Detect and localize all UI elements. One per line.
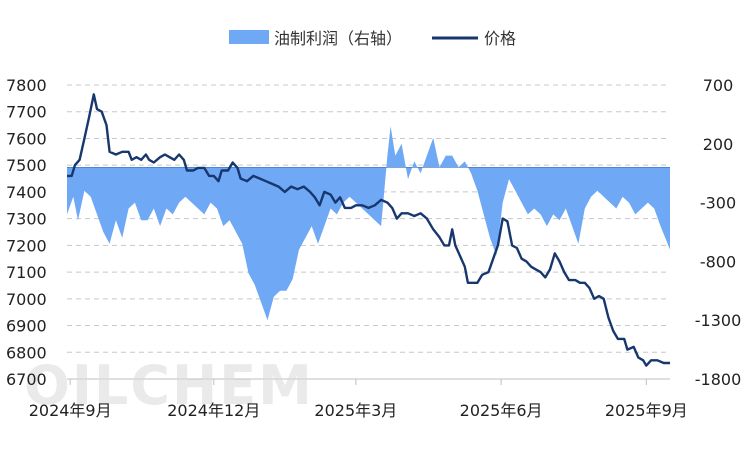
x-tick-label: 2024年12月 bbox=[167, 401, 260, 420]
left-tick-label: 7400 bbox=[6, 183, 47, 202]
x-tick-label: 2024年9月 bbox=[29, 401, 112, 420]
price-line-layer bbox=[67, 93, 670, 367]
profit-area-layer bbox=[67, 126, 670, 321]
right-tick-label: 700 bbox=[703, 76, 734, 95]
right-tick-label: -300 bbox=[700, 194, 736, 213]
left-tick-label: 6700 bbox=[6, 370, 47, 389]
left-axis-ticks: 7800 7700 7600 7500 7400 7300 7200 7100 7000 6900… bbox=[6, 76, 47, 389]
left-tick-label: 7500 bbox=[6, 156, 47, 175]
legend-line-label: 价格 bbox=[484, 29, 516, 48]
left-tick-label: 6800 bbox=[6, 343, 47, 362]
watermark: OILCHEM bbox=[24, 354, 314, 417]
right-tick-label: -800 bbox=[700, 252, 736, 271]
x-tick-label: 2025年3月 bbox=[314, 401, 397, 420]
profit-area bbox=[67, 126, 670, 321]
left-tick-label: 7200 bbox=[6, 236, 47, 255]
right-axis-ticks: 700 200 -300 -800 -1300 -1800 bbox=[695, 76, 742, 389]
x-tick-label: 2025年6月 bbox=[460, 401, 543, 420]
x-axis-ticks: 2024年9月 2024年12月 2025年3月 2025年6月 2025年9月 bbox=[29, 379, 688, 420]
right-tick-label: 200 bbox=[703, 135, 734, 154]
left-tick-label: 7300 bbox=[6, 210, 47, 229]
right-tick-label: -1800 bbox=[695, 370, 742, 389]
legend: 油制利润（右轴） 价格 bbox=[229, 29, 516, 48]
right-tick-label: -1300 bbox=[695, 311, 742, 330]
left-tick-label: 7000 bbox=[6, 290, 47, 309]
x-tick-label: 2025年9月 bbox=[605, 401, 688, 420]
left-tick-label: 7100 bbox=[6, 263, 47, 282]
left-tick-label: 7600 bbox=[6, 129, 47, 148]
left-tick-label: 6900 bbox=[6, 317, 47, 336]
legend-area-swatch bbox=[229, 30, 269, 44]
left-tick-label: 7800 bbox=[6, 76, 47, 95]
left-tick-label: 7700 bbox=[6, 103, 47, 122]
legend-area-label: 油制利润（右轴） bbox=[274, 29, 402, 48]
price-line bbox=[67, 93, 670, 367]
